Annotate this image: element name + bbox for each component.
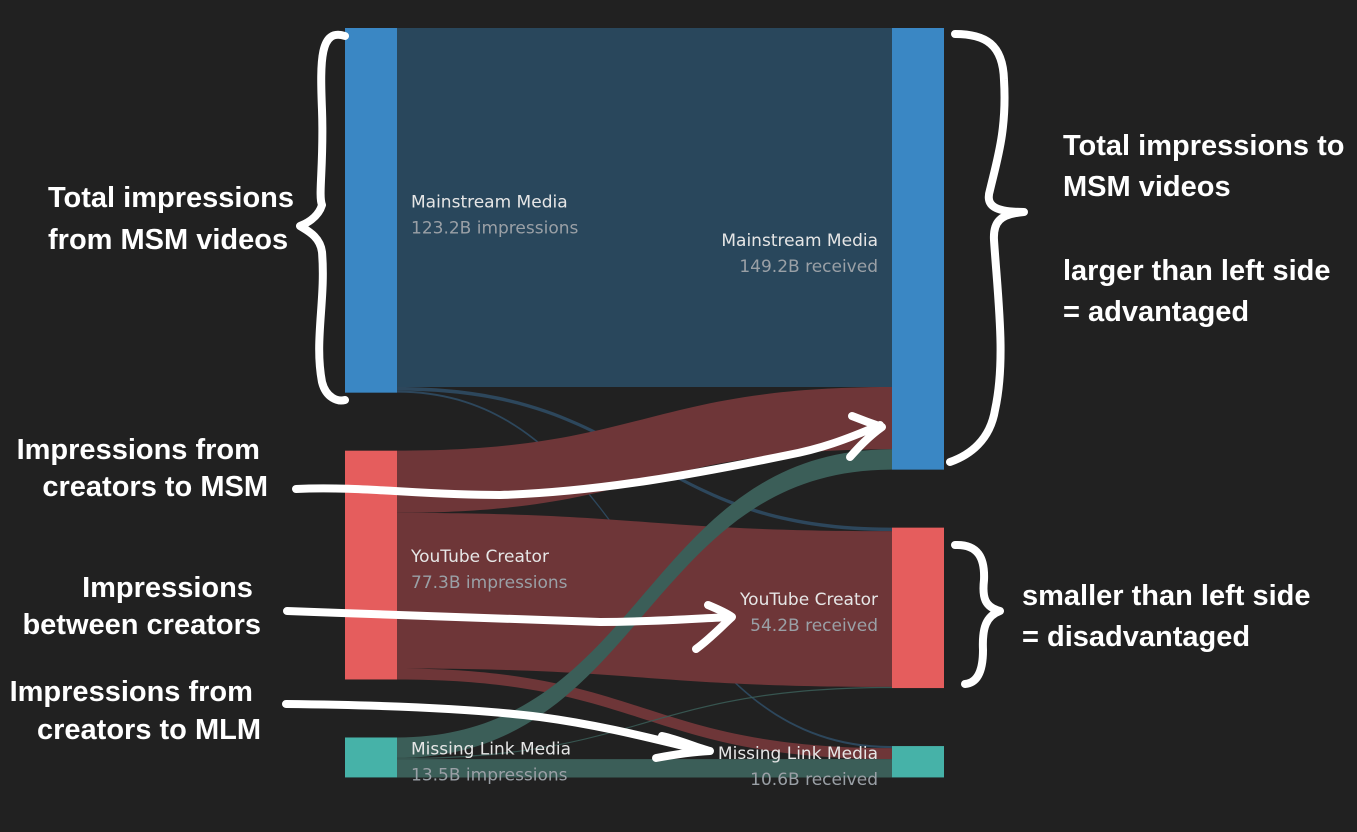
target-value-youtube-creator: 54.2B received <box>750 616 878 636</box>
source-node-mainstream-media <box>345 28 397 393</box>
flow-layer <box>397 28 892 778</box>
source-label-youtube-creator: YouTube Creator <box>410 547 549 567</box>
source-node-missing-link-media <box>345 737 397 778</box>
source-value-missing-link-media: 13.5B impressions <box>411 765 568 785</box>
source-value-mainstream-media: 123.2B impressions <box>411 218 578 238</box>
target-node-missing-link-media <box>892 746 944 778</box>
flow-youtube-creator-to-mainstream-media <box>397 387 892 513</box>
flow-missing-link-media-to-youtube-creator <box>397 686 892 760</box>
left-msm-brace <box>296 30 349 405</box>
annotation-right-creator: smaller than left side = disadvantaged <box>1022 580 1319 653</box>
flow-mainstream-media-to-mainstream-media <box>397 28 892 388</box>
right-msm-brace <box>946 30 1028 466</box>
annotation-between-creators: Impressions between creators <box>22 572 261 641</box>
source-value-youtube-creator: 77.3B impressions <box>411 573 568 593</box>
target-node-youtube-creator <box>892 527 944 689</box>
arrow-between-creators-head <box>692 601 736 653</box>
source-label-mainstream-media: Mainstream Media <box>411 192 568 212</box>
arrow-creators-to-msm-head <box>846 412 886 461</box>
arrow-creators-to-msm <box>292 421 884 499</box>
source-label-missing-link-media: Missing Link Media <box>411 739 571 759</box>
annotation-left-msm: Total impressions from MSM videos <box>48 182 302 256</box>
annotation-right-msm: Total impressions to MSM videos larger t… <box>1063 130 1353 328</box>
label-layer: Mainstream Media 123.2B impressions YouTub… <box>410 192 878 789</box>
annotation-strokes <box>282 30 1028 762</box>
target-label-missing-link-media: Missing Link Media <box>718 744 878 764</box>
flow-missing-link-media-to-mainstream-media <box>397 449 892 758</box>
flow-missing-link-media-to-missing-link-media <box>397 759 892 778</box>
annotation-creators-to-mlm: Impressions from creators to MLM <box>10 676 261 746</box>
arrow-between-creators <box>283 607 734 626</box>
target-label-youtube-creator: YouTube Creator <box>739 590 878 610</box>
target-value-mainstream-media: 149.2B received <box>739 257 878 277</box>
target-label-mainstream-media: Mainstream Media <box>721 231 878 251</box>
target-value-missing-link-media: 10.6B received <box>750 770 878 790</box>
flow-youtube-creator-to-missing-link-media <box>397 668 892 760</box>
arrow-creators-to-mlm <box>282 700 704 754</box>
arrow-creators-to-mlm-head <box>652 732 714 762</box>
annotation-creators-to-msm: Impressions from creators to MSM <box>17 434 268 503</box>
source-node-youtube-creator <box>345 450 397 680</box>
target-node-mainstream-media <box>892 28 944 470</box>
annotation-text: Total impressions from MSM videos Impres… <box>10 130 1353 746</box>
right-creator-brace <box>951 541 1004 688</box>
